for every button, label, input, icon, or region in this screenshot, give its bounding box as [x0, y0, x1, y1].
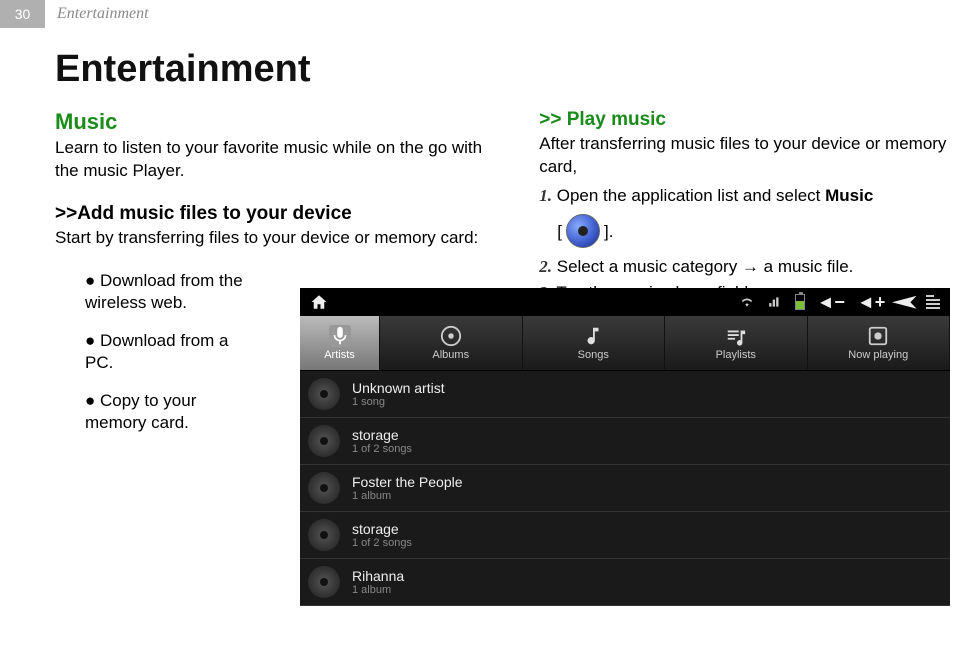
- tab-label: Playlists: [716, 349, 756, 361]
- disc-icon: [308, 566, 340, 598]
- album-icon: [440, 325, 462, 347]
- disc-icon: [308, 425, 340, 457]
- tab-playlists[interactable]: Playlists: [665, 316, 808, 370]
- row-title: storage: [352, 521, 412, 537]
- bracket-left: [: [557, 219, 562, 245]
- add-files-heading: >>Add music files to your device: [55, 203, 509, 225]
- note-icon: [582, 325, 604, 347]
- add-files-intro: Start by transferring files to your devi…: [55, 227, 509, 250]
- tab-label: Now playing: [848, 349, 908, 361]
- home-icon[interactable]: [310, 293, 328, 311]
- playlist-icon: [725, 325, 747, 347]
- tab-albums[interactable]: Albums: [380, 316, 523, 370]
- list-item[interactable]: Foster the People 1 album: [300, 465, 950, 512]
- breadcrumb: Entertainment: [57, 5, 149, 23]
- wifi-icon: [739, 295, 755, 309]
- music-tabs: Artists Albums Songs Playlists Now playi…: [300, 316, 950, 371]
- back-icon[interactable]: ➤: [891, 290, 921, 315]
- battery-icon: [795, 294, 805, 310]
- step-number: 1.: [539, 186, 552, 205]
- tab-songs[interactable]: Songs: [523, 316, 666, 370]
- tab-artists[interactable]: Artists: [300, 316, 380, 370]
- tab-label: Albums: [432, 349, 469, 361]
- disc-icon: [308, 519, 340, 551]
- music-section-title: Music: [55, 109, 509, 135]
- music-app-screenshot: ◄− ◄+ ➤ Artists Albums Songs Playlists N…: [300, 288, 950, 606]
- signal-icon: [767, 295, 783, 309]
- play-music-heading: >> Play music: [539, 109, 954, 131]
- list-icon[interactable]: [926, 295, 940, 309]
- row-subtitle: 1 of 2 songs: [352, 443, 412, 455]
- list-item[interactable]: storage 1 of 2 songs: [300, 512, 950, 559]
- row-title: Rihanna: [352, 568, 404, 584]
- tab-label: Songs: [578, 349, 609, 361]
- step-1-text-a: Open the application list and select: [557, 186, 821, 205]
- row-title: Unknown artist: [352, 380, 445, 396]
- list-item[interactable]: Unknown artist 1 song: [300, 371, 950, 418]
- bullet-item: ● Copy to your memory card.: [85, 390, 255, 434]
- music-section-intro: Learn to listen to your favorite music w…: [55, 137, 509, 183]
- disc-icon: [308, 378, 340, 410]
- row-subtitle: 1 album: [352, 490, 463, 502]
- disc-icon: [308, 472, 340, 504]
- tab-label: Artists: [324, 349, 355, 361]
- row-subtitle: 1 of 2 songs: [352, 537, 412, 549]
- step-list: 1. Open the application list and select …: [539, 183, 954, 306]
- page-header: 30 Entertainment: [0, 0, 954, 28]
- page-title: Entertainment: [55, 48, 954, 91]
- play-music-intro: After transferring music files to your d…: [539, 133, 954, 179]
- bracket-right: ].: [604, 219, 613, 245]
- step-number: 2.: [539, 257, 552, 276]
- step-1-music-label: Music: [825, 186, 873, 205]
- bullet-item: ● Download from a PC.: [85, 330, 255, 374]
- row-title: storage: [352, 427, 412, 443]
- speaker-icon: [566, 214, 600, 248]
- row-subtitle: 1 song: [352, 396, 445, 408]
- bullet-item: ● Download from the wireless web.: [85, 270, 265, 314]
- row-title: Foster the People: [352, 474, 463, 490]
- list-item[interactable]: Rihanna 1 album: [300, 559, 950, 606]
- mic-icon: [329, 325, 351, 347]
- tab-now-playing[interactable]: Now playing: [808, 316, 951, 370]
- app-topbar: ◄− ◄+ ➤: [300, 288, 950, 316]
- step-1-icon-row: [ ].: [557, 214, 954, 248]
- row-subtitle: 1 album: [352, 584, 404, 596]
- step-2: 2. Select a music category → a music fil…: [539, 254, 954, 280]
- volume-down-button[interactable]: ◄−: [817, 292, 845, 313]
- nowplaying-icon: [867, 325, 889, 347]
- music-list: Unknown artist 1 song storage 1 of 2 son…: [300, 371, 950, 606]
- step-1: 1. Open the application list and select …: [539, 183, 954, 209]
- page-number: 30: [0, 0, 45, 28]
- list-item[interactable]: storage 1 of 2 songs: [300, 418, 950, 465]
- volume-up-button[interactable]: ◄+: [857, 292, 885, 313]
- step-2-text: Select a music category → a music file.: [557, 257, 854, 276]
